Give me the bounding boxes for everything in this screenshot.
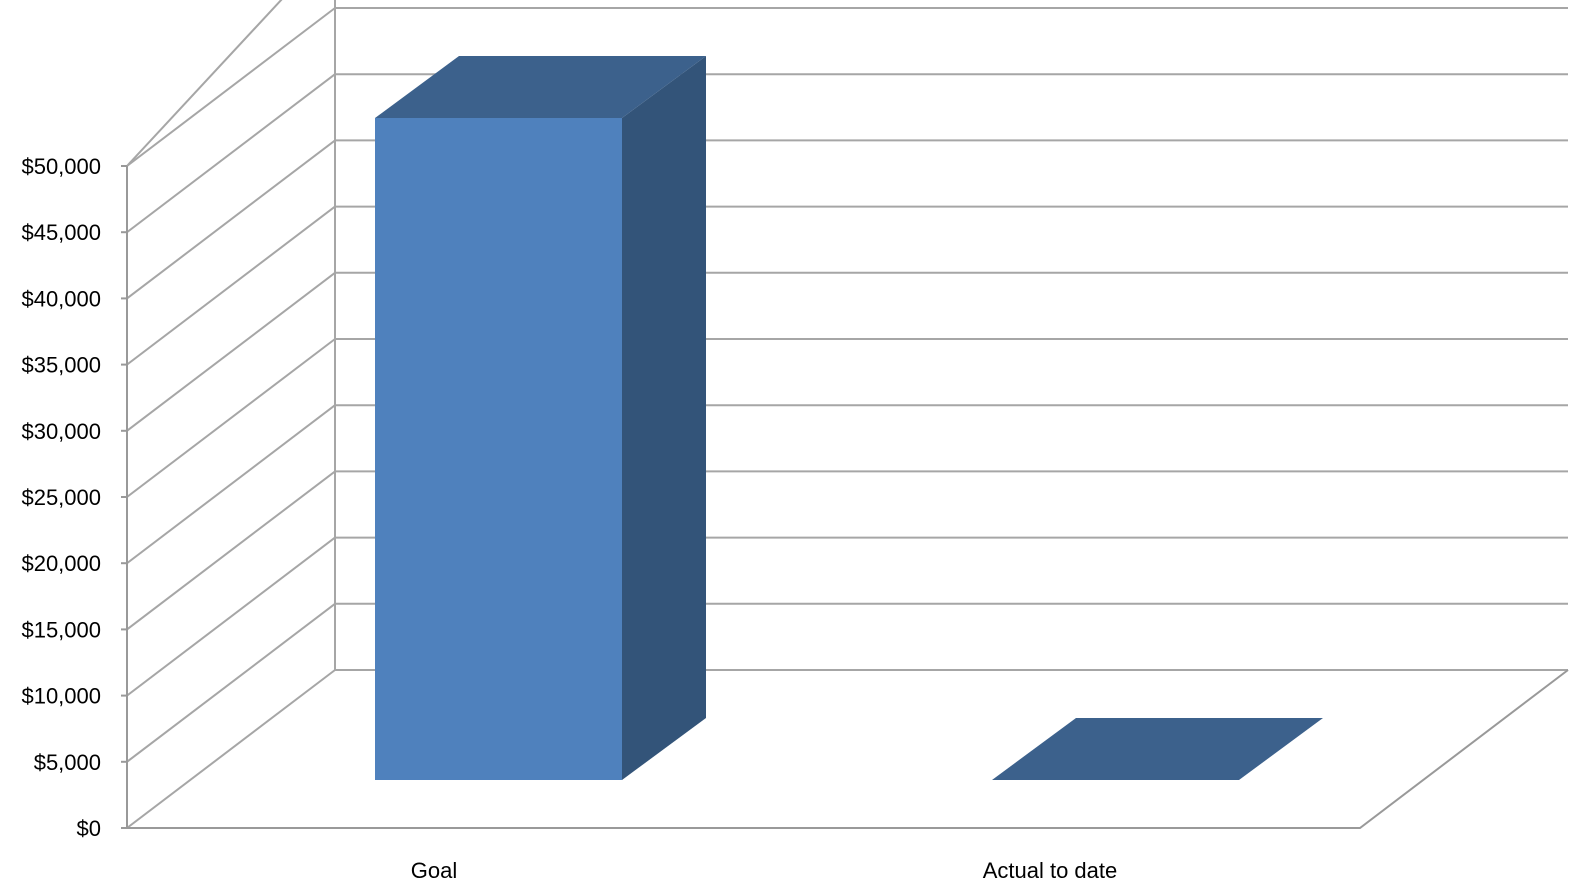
y-tick-labels: $0 $5,000 $10,000 $15,000 $20,000 $25,000 $30,… [21,154,101,841]
gridline [126,7,1568,167]
y-tick-label: $40,000 [21,286,101,311]
y-tick-label: $20,000 [21,551,101,576]
bar [375,56,706,780]
gridline [126,139,1568,300]
gridline [126,536,1568,697]
gridline [126,271,1568,432]
y-tick-label: $0 [77,816,101,841]
bar [992,718,1323,780]
gridline [126,404,1568,564]
y-tick-label: $50,000 [21,154,101,179]
bar-top-face [375,56,706,118]
category-labels: Goal Actual to date [411,858,1118,883]
y-tick-label: $30,000 [21,419,101,444]
category-label: Goal [411,858,457,883]
y-tick-label: $10,000 [21,684,101,709]
y-tick-label: $15,000 [21,617,101,642]
gridline [126,669,1568,829]
bar-side-face [622,56,706,780]
bar-top-face [992,718,1323,780]
gridline [126,205,1568,366]
y-tick-label: $35,000 [21,353,101,378]
gridline [126,338,1568,498]
gridline [126,73,1568,233]
y-tick-label: $25,000 [21,485,101,510]
y-tick-label: $45,000 [21,220,101,245]
wall-top-edge [126,0,283,167]
gridline [126,470,1568,631]
bars-layer [375,56,1323,780]
grid-layer [126,0,1568,829]
gridline [126,602,1568,763]
y-tick-label: $5,000 [34,750,101,775]
category-label: Actual to date [983,858,1118,883]
bar-front-face [375,118,622,780]
floor-edge [127,669,1569,829]
axis-layer [121,165,1569,829]
